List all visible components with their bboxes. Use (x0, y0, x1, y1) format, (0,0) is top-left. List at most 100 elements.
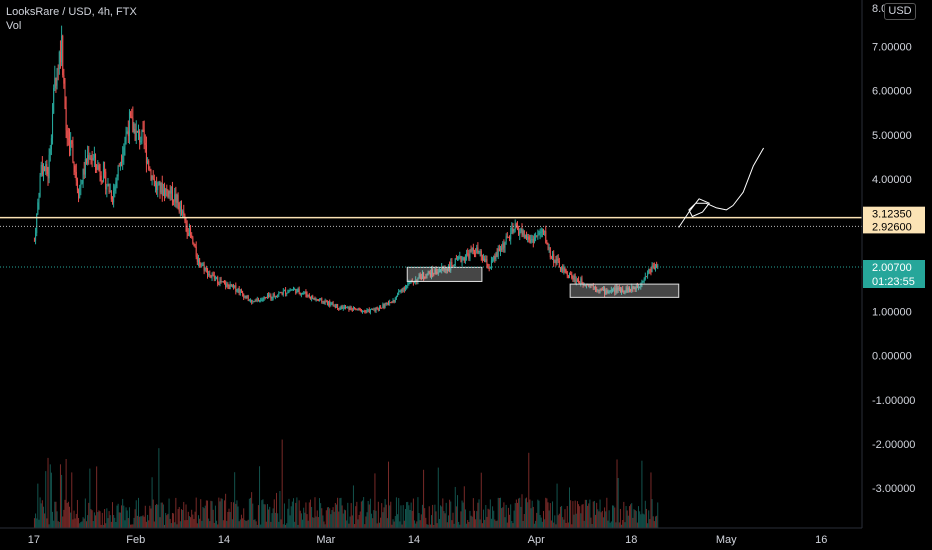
candle-body (580, 278, 582, 284)
volume-bar (281, 439, 283, 528)
volume-bar (524, 498, 526, 528)
candle-body (83, 168, 85, 175)
volume-bar (423, 469, 425, 528)
volume-bar (54, 501, 56, 528)
candle-body (194, 246, 196, 248)
candle-body (386, 302, 388, 304)
candle-body (484, 258, 486, 263)
currency-button[interactable]: USD (884, 3, 916, 20)
volume-bar (101, 512, 103, 528)
candle-body (57, 68, 59, 70)
volume-bar (273, 499, 275, 528)
volume-bar (454, 486, 456, 528)
volume-bar (509, 514, 511, 528)
time-tick-label: 16 (815, 534, 827, 546)
candle-body (126, 131, 128, 134)
candle-body (441, 267, 443, 270)
volume-bar (493, 510, 495, 528)
candle-body (331, 302, 333, 304)
candle-body (410, 280, 412, 282)
candle-body (649, 269, 651, 271)
symbol-title[interactable]: LooksRare / USD, 4h, FTX (6, 6, 137, 18)
candle-body (233, 284, 235, 287)
volume-bar (228, 508, 230, 528)
volume-bar (581, 504, 583, 528)
time-tick-label: Feb (126, 534, 145, 546)
volume-bar (539, 515, 541, 528)
candle-body (229, 284, 231, 290)
candle-body (600, 288, 602, 290)
candle-body (221, 281, 223, 283)
candle-body (585, 283, 587, 286)
volume-label[interactable]: Vol (6, 20, 22, 32)
volume-bar (598, 511, 600, 528)
candle-body (312, 296, 314, 299)
volume-bar (386, 518, 388, 528)
volume-bar (291, 501, 293, 528)
candle-body (357, 308, 359, 311)
candle-body (242, 291, 244, 294)
candle-body (385, 303, 387, 305)
volume-bar (438, 518, 440, 528)
volume-bar (604, 507, 606, 528)
volume-bar (52, 511, 54, 528)
volume-bar (36, 518, 38, 528)
volume-bar (322, 515, 324, 528)
volume-bar (567, 522, 569, 528)
candle-body (406, 285, 408, 288)
volume-bar (96, 466, 98, 528)
volume-bar (478, 499, 480, 528)
candle-body (454, 258, 456, 267)
candle-body (256, 299, 258, 301)
candle-body (308, 294, 310, 297)
time-tick-label: 17 (28, 534, 40, 546)
volume-bar (97, 512, 99, 528)
volume-bar (394, 516, 396, 528)
candle-body (621, 288, 623, 293)
candle-body (445, 268, 447, 270)
volume-bar (244, 519, 246, 528)
candle-body (114, 186, 116, 191)
candle-body (220, 280, 222, 283)
volume-bar (576, 501, 578, 528)
volume-bar (213, 522, 215, 528)
volume-bar (487, 508, 489, 528)
price-axis[interactable]: 8.000007.000006.000005.000004.000003.000… (872, 3, 915, 495)
volume-bar (231, 519, 233, 528)
candle-body (401, 289, 403, 292)
candle-body (296, 289, 298, 294)
candle-body (571, 274, 573, 279)
candle-body (349, 307, 351, 311)
volume-bar (647, 523, 649, 528)
volume-bar (263, 504, 265, 528)
time-axis[interactable]: 17 Feb 14 Mar 14 Apr 18 May 16 (28, 534, 828, 546)
countdown-badge-bg (863, 274, 925, 289)
candle-body (400, 289, 402, 291)
candle-body (623, 291, 625, 293)
candle-body (168, 190, 170, 198)
volume-bar (261, 500, 263, 528)
candle-body (145, 144, 147, 163)
candle-body (132, 118, 134, 133)
candle-body (195, 246, 197, 257)
candle-body (166, 188, 168, 191)
volume-bar (489, 499, 491, 528)
volume-bar (313, 517, 315, 528)
candle-body (624, 290, 626, 293)
candle-body (653, 266, 655, 270)
volume-bar (79, 523, 81, 528)
candle-body (297, 288, 299, 290)
volume-bar (118, 512, 120, 528)
volume-bar (434, 504, 436, 528)
candle-body (529, 239, 531, 243)
volume-bar (195, 497, 197, 528)
volume-bar (274, 512, 276, 528)
volume-bar (33, 518, 35, 528)
volume-bar (53, 520, 55, 528)
candle-body (417, 277, 419, 282)
volume-bar (272, 508, 274, 528)
volume-bar (237, 506, 239, 528)
volume-bar (372, 518, 374, 528)
candle-body (148, 160, 150, 170)
